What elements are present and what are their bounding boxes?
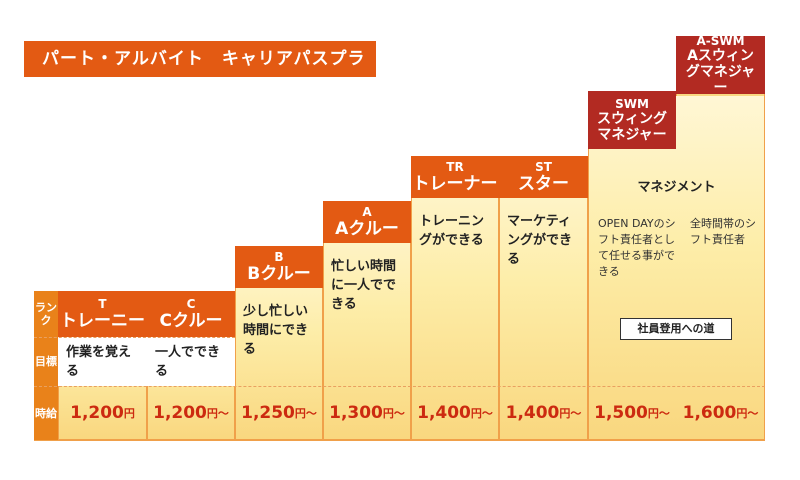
- wage-unit: 円〜: [736, 407, 759, 420]
- wage-unit: 円〜: [470, 407, 493, 420]
- rank-header-a-swm: A-SWM Aスウィングマネジャー: [676, 34, 765, 96]
- rank-name: スウィングマネジャー: [597, 111, 667, 143]
- rank-code: ST: [535, 159, 552, 174]
- rank-code: A-SWM: [696, 34, 745, 48]
- rank-code: T: [98, 296, 107, 311]
- wage-side-label: 時給: [34, 386, 58, 440]
- wage-unit: 円〜: [382, 407, 405, 420]
- wage-unit: 円〜: [559, 407, 582, 420]
- column-management: [588, 91, 765, 440]
- goal-trainer: トレーニングができる: [419, 214, 485, 248]
- rank-header-trainer: TR トレーナー: [411, 156, 499, 198]
- column-trainer: [411, 156, 499, 440]
- bottom-border: [34, 440, 765, 441]
- rank-name: Cクルー: [159, 310, 223, 331]
- swm-note: OPEN DAYのシフト責任者として任せる事ができる: [598, 217, 676, 278]
- rank-header-star: ST スター: [499, 156, 588, 198]
- page-title: パート・アルバイト キャリアパスプラン: [24, 41, 376, 105]
- rank-side-label: ランク: [34, 291, 58, 337]
- wage-trainer: 1,400 円〜: [411, 386, 499, 440]
- rank-code: SWM: [615, 97, 649, 111]
- wage-b-crew: 1,250 円〜: [235, 386, 323, 440]
- row-divider: [34, 337, 235, 338]
- wage-value: 1,300: [329, 403, 383, 423]
- wage-swm: 1,500 円〜: [588, 386, 676, 440]
- wage-a-crew: 1,300 円〜: [323, 386, 411, 440]
- employee-path-badge: 社員登用への道: [620, 318, 732, 340]
- wage-value: 1,200: [70, 403, 124, 423]
- wage-trainee: 1,200 円: [58, 386, 147, 440]
- goal-c-crew: 一人でできる: [147, 337, 235, 386]
- wage-unit: 円〜: [206, 407, 229, 420]
- wage-value: 1,250: [241, 403, 295, 423]
- rank-header-trainee: T トレーニー: [58, 291, 147, 337]
- rank-code: B: [274, 249, 284, 264]
- wage-a-swm: 1,600 円〜: [676, 386, 765, 440]
- goal-star: マーケティングができる: [507, 214, 573, 267]
- rank-header-b-crew: B Bクルー: [235, 246, 323, 288]
- wage-value: 1,400: [417, 403, 471, 423]
- wage-value: 1,200: [153, 403, 207, 423]
- rank-name: トレーナー: [412, 173, 498, 194]
- rank-code: A: [362, 204, 372, 219]
- rank-header-a-crew: A Aクルー: [323, 201, 411, 243]
- goal-b-crew: 少し忙しい時間にできる: [243, 304, 309, 357]
- rank-header-swm: SWM スウィングマネジャー: [588, 91, 676, 149]
- column-star: [499, 156, 588, 440]
- rank-name: トレーニー: [60, 310, 145, 331]
- rank-code: TR: [446, 159, 464, 174]
- rank-header-c-crew: C Cクルー: [147, 291, 235, 337]
- rank-name: Aクルー: [335, 218, 399, 239]
- goal-side-label: 目標: [34, 337, 58, 386]
- wage-unit: 円〜: [294, 407, 317, 420]
- wage-value: 1,500: [594, 403, 648, 423]
- management-heading: マネジメント: [637, 180, 716, 195]
- rank-code: C: [186, 296, 196, 311]
- goal-a-crew: 忙しい時間に一人でできる: [331, 259, 397, 312]
- wage-value: 1,600: [682, 403, 737, 423]
- rank-name: Aスウィングマネジャー: [685, 48, 756, 96]
- wage-unit: 円: [123, 407, 135, 420]
- wage-star: 1,400 円〜: [499, 386, 588, 440]
- rank-name: スター: [518, 173, 569, 194]
- wage-value: 1,400: [505, 403, 560, 423]
- wage-unit: 円〜: [647, 407, 670, 420]
- row-divider: [34, 386, 765, 387]
- wage-c-crew: 1,200 円〜: [147, 386, 235, 440]
- goal-trainee: 作業を覚える: [58, 337, 147, 386]
- a-swm-note: 全時間帯のシフト責任者: [690, 217, 756, 246]
- rank-name: Bクルー: [247, 263, 311, 284]
